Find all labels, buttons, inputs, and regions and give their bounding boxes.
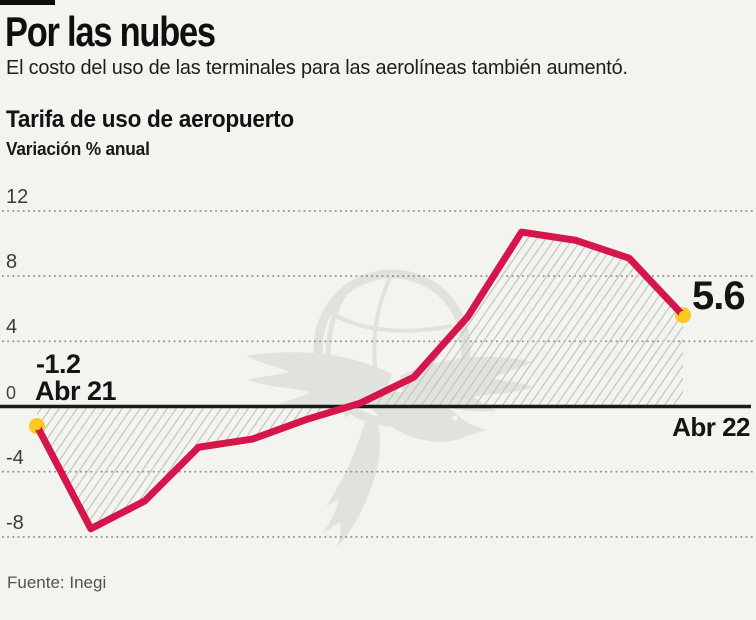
series-line <box>33 228 686 533</box>
start-point-value-label: -1.2 <box>36 349 81 379</box>
hatch-area <box>37 232 683 529</box>
y-tick-label-12: 12 <box>6 185 29 208</box>
source-credit: Fuente: Inegi <box>7 573 107 592</box>
chart-title: Tarifa de uso de aeropuerto <box>6 106 294 133</box>
y-tick-label--4: -4 <box>6 446 24 469</box>
y-tick-label-8: 8 <box>6 251 18 274</box>
y-tick-label--8: -8 <box>6 511 24 534</box>
x-axis-start-label: Abr 21 <box>35 376 117 406</box>
end-point-value-label: 5.6 <box>692 274 746 318</box>
chart-unit-label: Variación % anual <box>6 139 150 159</box>
marker-core <box>32 421 42 431</box>
page-title: Por las nubes <box>5 8 216 55</box>
x-axis-end-label: Abr 22 <box>672 412 750 442</box>
page-subtitle: El costo del uso de las terminales para … <box>6 56 628 79</box>
y-tick-label-4: 4 <box>6 316 18 339</box>
section-rule <box>0 0 55 5</box>
y-tick-label-0: 0 <box>6 382 17 403</box>
marker-core <box>678 311 688 320</box>
